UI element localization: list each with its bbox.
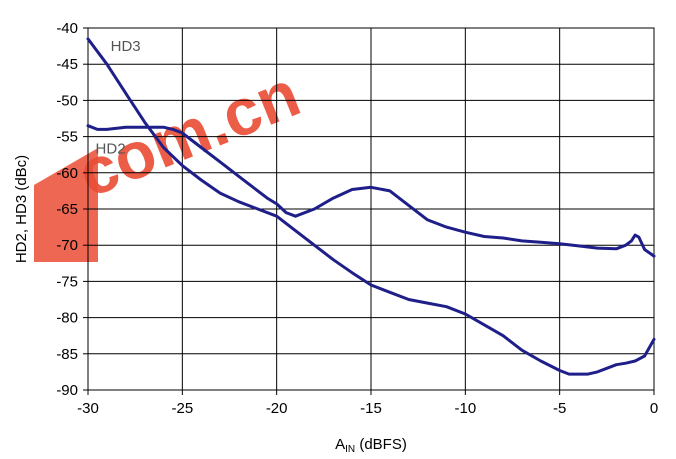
annotations: HD3 HD2 [96,38,141,157]
x-tick-label: -5 [553,400,566,417]
y-tick-label: -75 [56,273,78,290]
x-tick-label: -20 [266,400,288,417]
x-tick-label: -10 [454,400,476,417]
x-axis: -30 -25 -20 -15 -10 -5 0 [77,390,658,417]
y-tick-label: -70 [56,237,78,254]
series-label-hd2: HD2 [96,140,126,157]
x-tick-label: -25 [171,400,193,417]
watermark-text: com.cn [68,56,310,211]
y-tick-label: -50 [56,92,78,109]
y-tick-label: -40 [56,20,78,37]
y-tick-label: -45 [56,56,78,73]
x-tick-label: -15 [360,400,382,417]
y-tick-label: -65 [56,201,78,218]
series-line-hd3 [86,37,656,376]
series-layer [86,37,656,376]
watermark: com.cn [34,56,309,262]
series-line-hd2 [86,124,656,258]
y-tick-label: -60 [56,165,78,182]
x-axis-title: AIN (dBFS) [335,436,407,455]
x-tick-label: 0 [650,400,658,417]
y-tick-label: -85 [56,346,78,363]
x-tick-label: -30 [77,400,99,417]
y-tick-label: -80 [56,310,78,327]
y-tick-label: -90 [56,382,78,399]
grid [87,27,655,391]
y-axis: -40 -45 -50 -55 -60 -65 -70 -75 -80 -85 -90 [56,20,88,399]
y-axis-title: HD2, HD3 (dBc) [13,155,30,263]
watermark-logo-mark [34,148,98,262]
series-label-hd3: HD3 [111,38,141,55]
y-tick-label: -55 [56,129,78,146]
